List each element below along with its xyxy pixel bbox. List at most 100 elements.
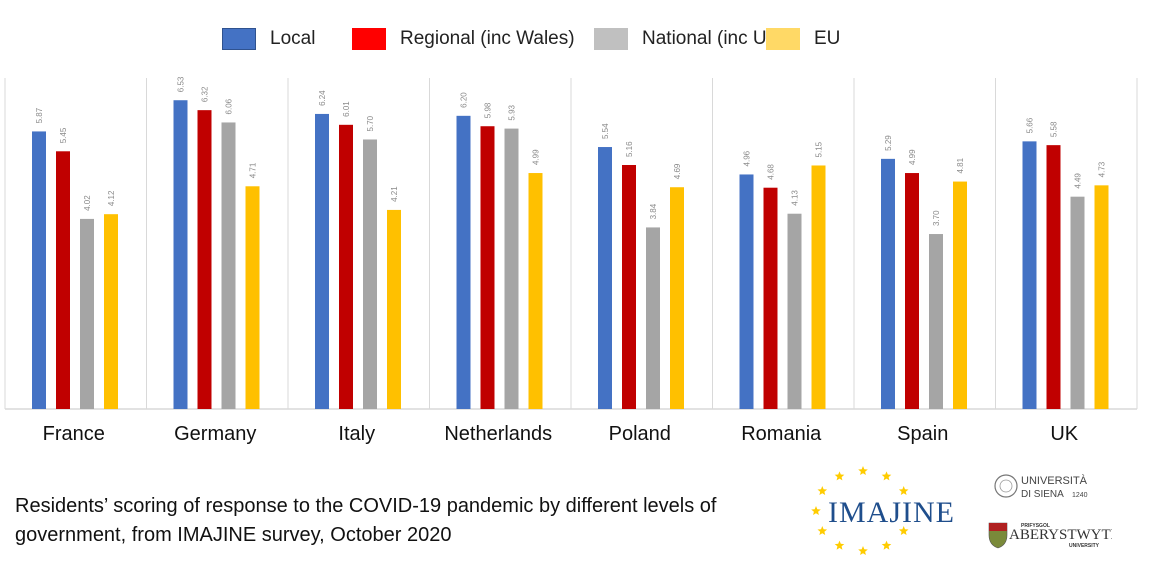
legend-item: Local [222,26,315,52]
aberystwyth-logo: PRIFYSGOL ABERYSTWYTH UNIVERSITY [988,522,1112,549]
bar-eu-uk [1094,185,1109,409]
bar-eu-france [104,214,118,409]
legend-item: EU [766,26,840,52]
data-label: 6.24 [318,90,327,106]
data-label: 5.98 [484,102,493,118]
aber-bottom: UNIVERSITY [1069,543,1100,549]
bar-chart: 5.87 5.45 4.02 4.12 France 6.53 6.32 6.06 4.71 Ge… [4,76,1138,445]
siena-seal-icon [994,474,1018,498]
star-icon [858,546,868,555]
data-label: 4.68 [767,164,776,180]
data-label: 6.20 [460,92,469,108]
siena-year: 1240 [1072,492,1088,499]
category-label-germany: Germany [174,423,256,445]
data-label: 6.06 [225,98,234,114]
bar-local-italy [315,113,329,410]
aber-top: PRIFYSGOL [1021,523,1050,529]
star-icon [817,486,828,495]
data-label: 5.93 [508,104,517,120]
siena-logo: UNIVERSITÀ DI SIENA 1240 [994,474,1088,500]
data-label: 6.32 [201,86,210,102]
data-label: 5.29 [884,135,893,151]
star-icon [858,466,868,475]
bar-local-spain [881,158,895,409]
star-icon [881,471,892,481]
data-label: 4.13 [791,190,800,206]
star-icon [811,506,821,515]
data-label: 4.99 [908,149,917,165]
data-label: 5.87 [35,107,44,123]
legend-swatch [222,28,256,50]
bar-regional-inc-wales-poland [622,165,636,409]
bar-national-inc-uk-romania [787,213,802,409]
category-label-france: France [43,423,105,445]
bar-national-inc-uk-france [80,218,94,409]
data-label: 6.53 [177,76,186,92]
bar-national-inc-uk-spain [929,234,943,409]
data-label: 4.12 [107,190,116,206]
data-label: 4.71 [249,162,258,178]
data-label: 4.96 [743,150,752,166]
data-label: 5.58 [1050,121,1059,137]
bar-eu-germany [245,186,260,409]
imajine-logo: IMAJINE [811,466,955,555]
data-label: 4.69 [673,163,682,179]
chart-legend: Local Regional (inc Wales) National (inc U… [0,26,1152,52]
bar-regional-inc-wales-romania [763,187,778,409]
legend-label: National (inc UK) [642,28,786,49]
siena-line2: DI SIENA [1021,489,1064,500]
imajine-logo-text: IMAJINE [828,496,955,529]
siena-line1: UNIVERSITÀ [1021,474,1088,487]
star-icon [881,540,892,550]
star-icon [817,526,828,535]
eu-stars-icon [811,466,909,555]
bar-regional-inc-wales-spain [905,173,919,409]
data-label: 5.54 [601,123,610,139]
data-label: 4.21 [390,186,399,202]
chart-caption: Residents’ scoring of response to the CO… [15,495,717,546]
legend-swatch [594,28,628,50]
data-label: 6.01 [342,101,351,117]
category-label-spain: Spain [897,423,948,445]
category-label-italy: Italy [338,423,375,445]
bar-local-france [32,131,46,409]
bar-national-inc-uk-germany [221,122,236,409]
category-label-poland: Poland [609,423,671,445]
bar-local-netherlands [456,115,471,409]
star-icon [834,540,845,550]
data-label: 5.45 [59,127,68,143]
bar-regional-inc-wales-italy [339,124,353,409]
bar-regional-inc-wales-uk [1046,145,1061,409]
bar-national-inc-uk-italy [363,139,377,409]
star-icon [834,471,845,481]
bar-eu-italy [387,209,401,409]
data-label: 4.49 [1074,173,1083,189]
category-label-netherlands: Netherlands [444,423,552,445]
bar-national-inc-uk-poland [646,227,660,409]
legend-swatch [766,28,800,50]
data-label: 5.16 [625,141,634,157]
data-label: 3.70 [932,210,941,226]
bar-eu-poland [670,187,684,409]
legend-label: EU [814,28,841,49]
legend-label: Regional (inc Wales) [400,28,575,49]
star-icon [898,526,909,535]
data-label: 5.70 [366,115,375,131]
data-label: 4.02 [83,195,92,211]
star-icon [898,486,909,495]
bar-local-uk [1022,141,1037,409]
bar-local-romania [739,174,754,409]
aber-name: ABERYSTWYTH [1009,527,1112,543]
bar-local-poland [598,147,612,409]
bar-eu-netherlands [528,173,543,409]
legend-item: National (inc UK) [594,26,786,52]
legend-label: Local [270,28,316,49]
bar-national-inc-uk-netherlands [504,128,519,410]
bar-eu-spain [953,181,967,409]
legend-swatch [352,28,386,50]
bar-regional-inc-wales-france [56,151,70,410]
data-label: 3.84 [649,203,658,219]
bar-local-germany [173,100,188,409]
data-label: 5.15 [815,141,824,157]
data-label: 4.81 [956,157,965,173]
